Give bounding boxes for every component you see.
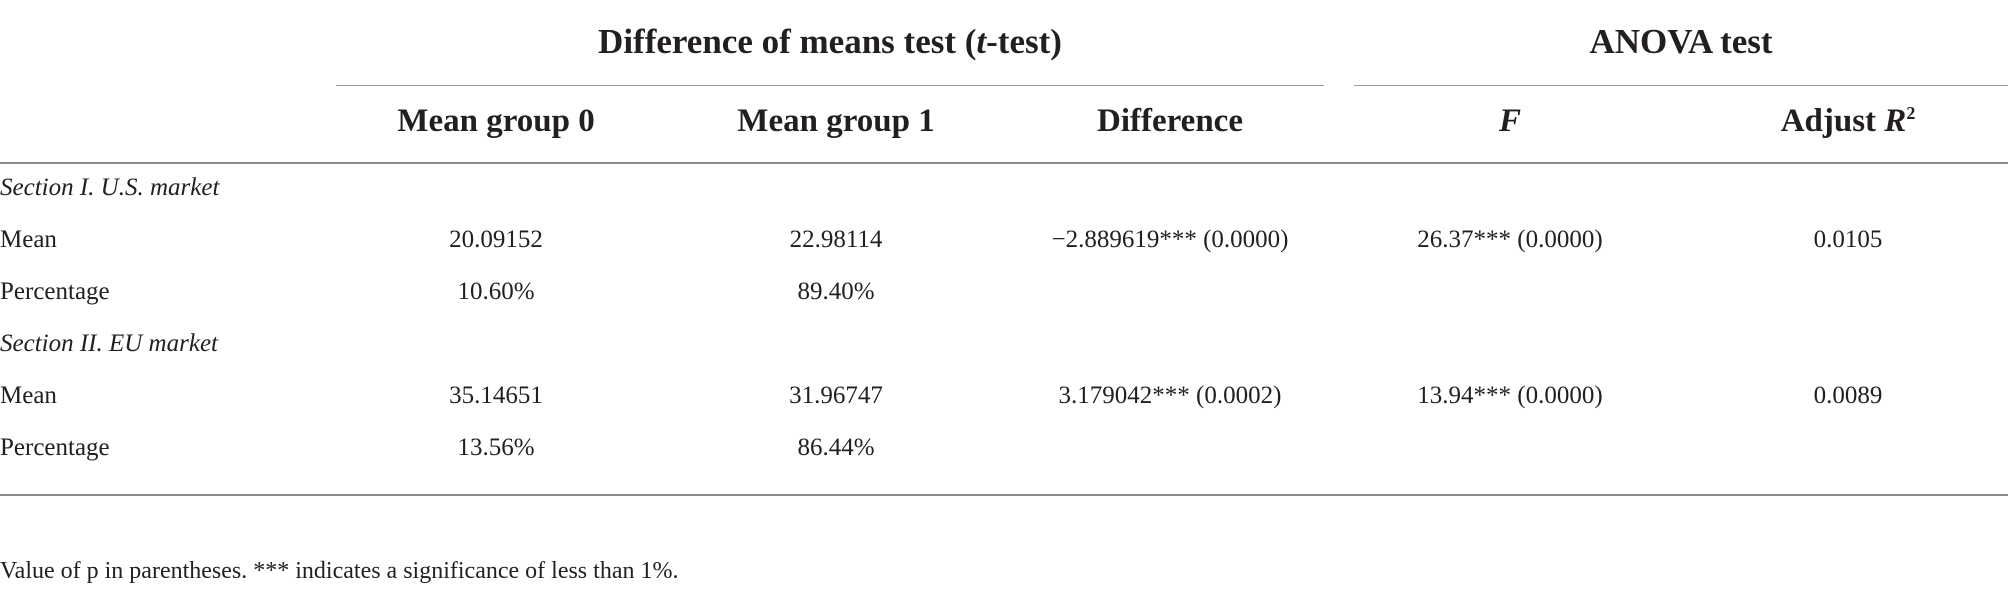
group-header-ttest-prefix: Difference of means test ( xyxy=(598,22,977,61)
header-bottom-rule xyxy=(0,162,2008,164)
group-header-ttest-suffix: -test) xyxy=(986,22,1062,61)
col-header-adjust-r: R xyxy=(1884,103,1907,139)
cell-mean-group1: 22.98114 xyxy=(789,226,883,253)
cell-adjust-r2: 0.0105 xyxy=(1813,226,1883,253)
cell-mean-group0: 20.09152 xyxy=(449,226,543,253)
col-header-mean-group0: Mean group 0 xyxy=(397,103,595,139)
section-title: Section I. U.S. market xyxy=(0,174,220,201)
cell-mean-group0: 35.14651 xyxy=(449,382,543,409)
col-header-adjust-sup: 2 xyxy=(1906,103,1916,123)
cell-mean-group1: 31.96747 xyxy=(789,382,883,409)
cell-adjust-r2: 0.0089 xyxy=(1813,382,1883,409)
group-header-ttest: Difference of means test (t-test) xyxy=(336,22,1324,62)
row-label: Percentage xyxy=(0,434,110,461)
col-header-difference: Difference xyxy=(1097,103,1243,139)
cell-difference: 3.179042*** (0.0002) xyxy=(1058,382,1282,409)
table-footnote: Value of p in parentheses. *** indicates… xyxy=(0,558,679,584)
cell-mean-group1: 86.44% xyxy=(797,434,875,461)
cell-f: 26.37*** (0.0000) xyxy=(1417,226,1603,253)
table-bottom-rule xyxy=(0,494,2008,496)
col-header-f: F xyxy=(1498,103,1521,139)
row-label: Mean xyxy=(0,226,57,253)
row-label: Mean xyxy=(0,382,57,409)
group-rule-ttest xyxy=(336,85,1324,86)
cell-difference: −2.889619*** (0.0000) xyxy=(1051,226,1289,253)
group-rule-anova xyxy=(1354,85,2008,86)
col-header-adjust-r2: Adjust R2 xyxy=(1688,103,2008,140)
cell-mean-group0: 13.56% xyxy=(457,434,535,461)
section-title: Section II. EU market xyxy=(0,330,218,357)
cell-f: 13.94*** (0.0000) xyxy=(1417,382,1603,409)
group-header-ttest-t: t xyxy=(976,22,987,61)
cell-mean-group0: 10.60% xyxy=(457,278,535,305)
group-header-anova: ANOVA test xyxy=(1589,22,1773,61)
col-header-mean-group1: Mean group 1 xyxy=(737,103,935,139)
row-label: Percentage xyxy=(0,278,110,305)
col-header-adjust-prefix: Adjust xyxy=(1780,103,1885,139)
cell-mean-group1: 89.40% xyxy=(797,278,875,305)
